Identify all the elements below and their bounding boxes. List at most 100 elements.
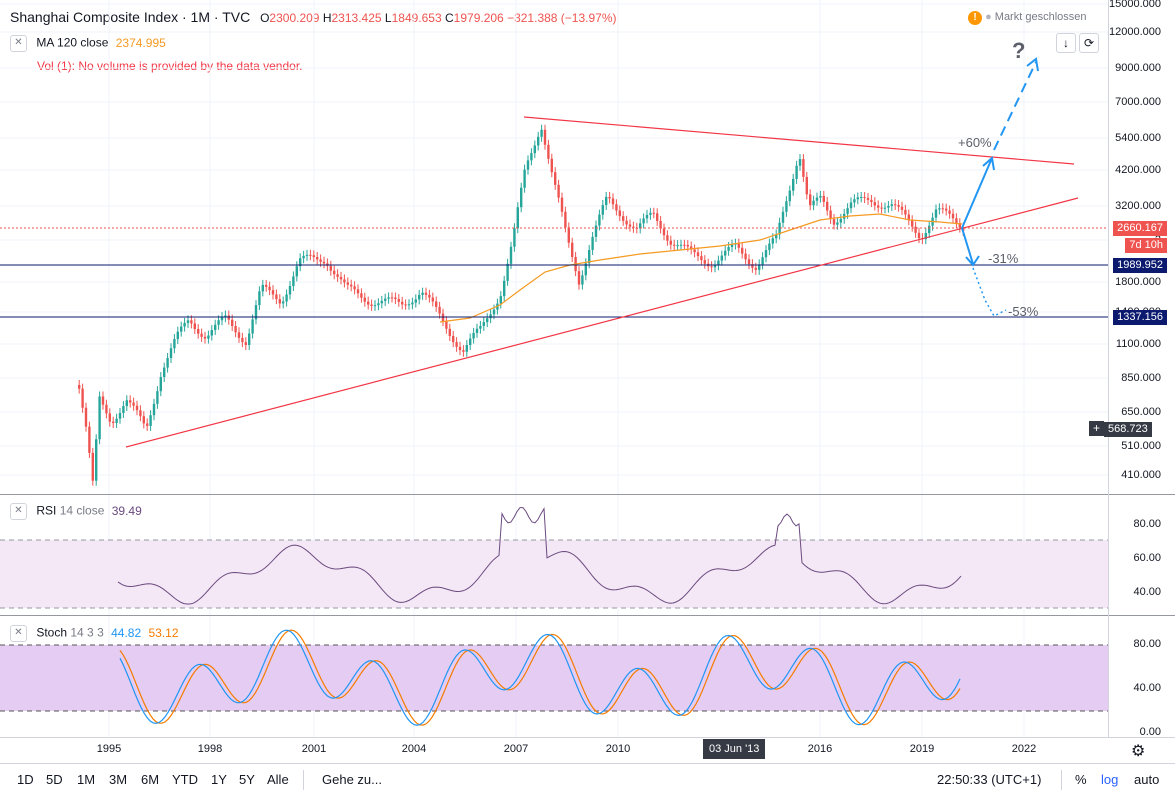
projection-arrows xyxy=(961,57,1039,317)
annotation-question: ? xyxy=(1012,38,1025,63)
range-button-alle[interactable]: Alle xyxy=(267,772,289,787)
ma-label[interactable]: MA 120 close xyxy=(36,35,109,50)
range-button-1y[interactable]: 1Y xyxy=(211,772,227,787)
time-tick: 2007 xyxy=(503,743,529,755)
crosshair-price-label: 568.723 xyxy=(1104,422,1152,437)
time-tick: 2022 xyxy=(1011,743,1037,755)
stoch-label[interactable]: Stoch xyxy=(36,625,68,640)
rsi-label[interactable]: RSI xyxy=(36,503,57,518)
price-tick: 1100.000 xyxy=(1115,338,1161,350)
price-tick: 15000.000 xyxy=(1109,0,1161,10)
trendline-upper xyxy=(523,116,1075,165)
auto-toggle[interactable]: auto xyxy=(1134,772,1160,787)
stoch-k-line xyxy=(119,629,961,726)
level-1-tag: 1989.952 xyxy=(1113,258,1167,273)
chart-legend: Shanghai Composite Index · 1M · TVC O230… xyxy=(10,9,617,25)
ma-value: 2374.995 xyxy=(115,35,166,50)
stoch-tick: 80.00 xyxy=(1133,638,1161,650)
high-label: H xyxy=(322,11,332,25)
scroll-down-button[interactable]: ↓ xyxy=(1056,33,1076,53)
rsi-legend: ✕ RSI 14 close 39.49 xyxy=(10,503,142,520)
price-tick: 1800.000 xyxy=(1115,276,1161,288)
price-tick: 4200.000 xyxy=(1115,164,1161,176)
time-tick: 2001 xyxy=(301,743,327,755)
rsi-tick: 60.00 xyxy=(1133,552,1161,564)
stoch-tick: 40.00 xyxy=(1133,682,1161,694)
countdown-tag: 7d 10h xyxy=(1125,238,1167,253)
settings-gear-icon[interactable]: ⚙ xyxy=(1131,743,1146,760)
stoch-legend: ✕ Stoch 14 3 3 44.82 53.12 xyxy=(10,625,179,642)
arrow-up-dashed xyxy=(993,61,1037,151)
symbol-title[interactable]: Shanghai Composite Index · 1M · TVC xyxy=(10,9,251,25)
pane-separator-1[interactable] xyxy=(0,494,1175,495)
level-2-tag: 1337.156 xyxy=(1113,310,1167,325)
time-tick: 1998 xyxy=(197,743,223,755)
stoch-band xyxy=(0,645,1108,711)
annotation-down2: -53% xyxy=(1008,304,1039,319)
price-tick: 7000.000 xyxy=(1115,96,1161,108)
price-tick: 850.000 xyxy=(1121,372,1161,384)
time-tick: 2010 xyxy=(605,743,631,755)
range-button-5y[interactable]: 5Y xyxy=(239,772,255,787)
reset-chart-button[interactable]: ⟳ xyxy=(1079,33,1099,53)
price-tick: 9000.000 xyxy=(1115,62,1161,74)
crosshair-price: +568.723 xyxy=(1089,421,1152,437)
plus-icon[interactable]: + xyxy=(1089,421,1104,436)
log-toggle[interactable]: log xyxy=(1101,772,1119,787)
range-button-3m[interactable]: 3M xyxy=(109,772,128,787)
ma-120-line xyxy=(439,213,963,323)
stoch-tick: 0.00 xyxy=(1139,726,1161,738)
time-axis-top xyxy=(0,737,1175,738)
range-button-ytd[interactable]: YTD xyxy=(172,772,198,787)
market-status-text: Markt geschlossen xyxy=(994,11,1087,23)
price-axis-border xyxy=(1108,0,1109,737)
grid xyxy=(0,0,1108,737)
bottom-toolbar-border xyxy=(0,763,1175,764)
rsi-tick: 40.00 xyxy=(1133,586,1161,598)
time-crosshair-label: 03 Jun '13 xyxy=(703,739,766,759)
time-tick: 2019 xyxy=(909,743,935,755)
goto-button[interactable]: Gehe zu... xyxy=(322,772,382,787)
range-button-5d[interactable]: 5D xyxy=(46,772,63,787)
time-tick: 2016 xyxy=(807,743,833,755)
time-tick: 2004 xyxy=(401,743,427,755)
stoch-d-line xyxy=(119,629,961,726)
ma-legend: ✕ MA 120 close 2374.995 xyxy=(10,35,166,52)
rsi-band xyxy=(0,540,1108,608)
price-tick: 12000.000 xyxy=(1109,26,1161,38)
price-tick: 5400.000 xyxy=(1115,132,1161,144)
pane-separator-2[interactable] xyxy=(0,615,1175,616)
change-value: −321.388 (−13.97%) xyxy=(507,11,617,25)
low-label: L xyxy=(384,11,392,25)
eye-icon[interactable]: ✕ xyxy=(10,503,27,520)
rsi-params: 14 close xyxy=(59,503,105,518)
open-value: 2300.209 xyxy=(269,11,320,25)
eye-icon[interactable]: ✕ xyxy=(10,625,27,642)
price-tick: 410.000 xyxy=(1121,469,1161,481)
stoch-d-value: 53.12 xyxy=(148,625,179,640)
open-label: O xyxy=(260,11,270,25)
toolbar-divider xyxy=(303,770,304,790)
price-tick: 510.000 xyxy=(1121,440,1161,452)
annotation-down1: -31% xyxy=(988,251,1019,266)
toolbar-divider xyxy=(1061,770,1062,790)
percent-toggle[interactable]: % xyxy=(1075,772,1087,787)
clock[interactable]: 22:50:33 (UTC+1) xyxy=(937,772,1042,787)
range-button-1d[interactable]: 1D xyxy=(17,772,34,787)
close-label: C xyxy=(445,11,454,25)
high-value: 2313.425 xyxy=(331,11,382,25)
annotation-up: +60% xyxy=(958,135,992,150)
warning-icon[interactable]: ! xyxy=(968,11,982,25)
range-button-1m[interactable]: 1M xyxy=(77,772,96,787)
arrow-up xyxy=(961,157,993,229)
rsi-tick: 80.00 xyxy=(1133,518,1161,530)
rsi-line xyxy=(117,507,962,605)
range-button-6m[interactable]: 6M xyxy=(141,772,160,787)
last-price-tag: 2660.167 xyxy=(1113,221,1167,236)
trendline-lower xyxy=(125,197,1079,448)
close-value: 1979.206 xyxy=(453,11,504,25)
rsi-value: 39.49 xyxy=(111,503,142,518)
eye-icon[interactable]: ✕ xyxy=(10,35,27,52)
time-tick: 1995 xyxy=(96,743,122,755)
